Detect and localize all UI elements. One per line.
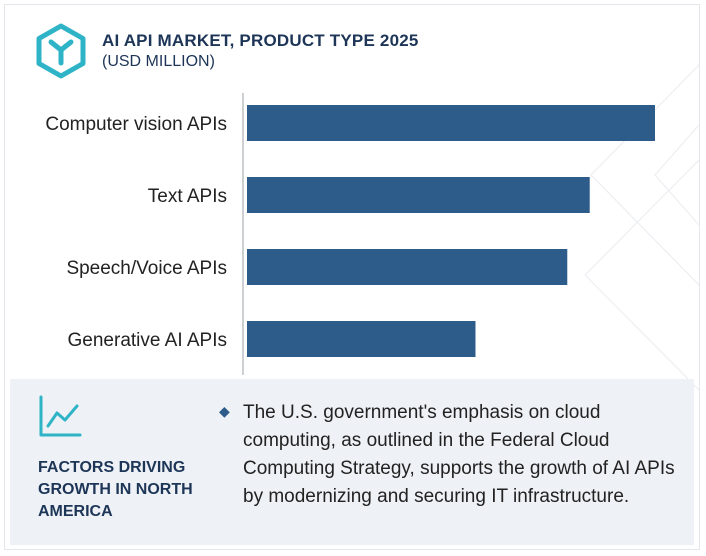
bar-chart: Computer vision APIs Text APIs Speech/Voic… bbox=[45, 93, 655, 375]
bar-speech-voice-apis bbox=[247, 249, 568, 285]
chart-title: AI API MARKET, PRODUCT TYPE 2025 bbox=[102, 31, 419, 50]
cube-icon bbox=[36, 23, 86, 79]
factors-description: The U.S. government's emphasis on cloud … bbox=[243, 402, 675, 507]
diamond-bullet-icon: ◆ bbox=[219, 403, 230, 419]
bar-generative-ai-apis bbox=[247, 321, 476, 357]
background-decoration bbox=[584, 64, 699, 391]
category-label: Computer vision APIs bbox=[45, 114, 227, 135]
factors-heading: FACTORS DRIVING GROWTH IN NORTH AMERICA bbox=[38, 459, 193, 520]
category-label: Generative AI APIs bbox=[68, 330, 227, 351]
growth-factors-panel: FACTORS DRIVING GROWTH IN NORTH AMERICA … bbox=[10, 379, 694, 545]
bar-computer-vision-apis bbox=[247, 105, 655, 141]
infographic-card: AI API MARKET, PRODUCT TYPE 2025 (USD MI… bbox=[4, 4, 700, 550]
category-label: Speech/Voice APIs bbox=[66, 258, 227, 279]
bar-text-apis bbox=[247, 177, 590, 213]
trend-line-icon bbox=[39, 395, 82, 437]
chart-subtitle: (USD MILLION) bbox=[102, 53, 215, 70]
category-label: Text APIs bbox=[148, 186, 227, 207]
